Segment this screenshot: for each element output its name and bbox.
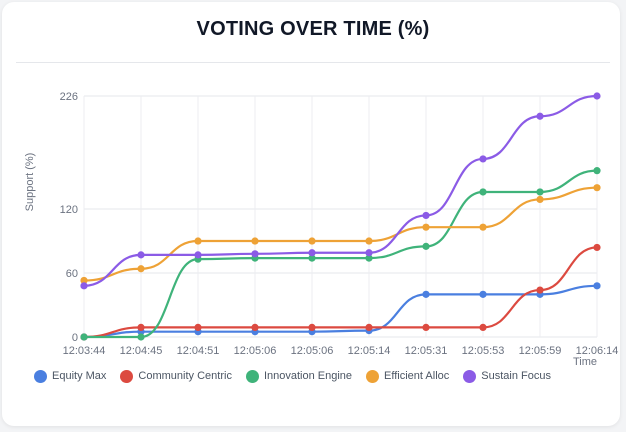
legend-swatch-icon [120,369,134,383]
data-point[interactable] [593,243,601,252]
y-tick-label: 60 [66,268,78,280]
x-tick-label: 12:05:31 [405,345,448,357]
data-point[interactable] [536,286,544,294]
data-point[interactable] [137,265,145,273]
x-tick-label: 12:03:44 [63,345,106,357]
data-point[interactable] [593,167,601,175]
y-tick-label: 226 [60,91,78,103]
data-point[interactable] [365,249,373,257]
x-tick-label: 12:05:06 [291,345,334,357]
series-line [82,94,599,287]
data-point[interactable] [137,333,145,341]
legend-label: Efficient Alloc [384,370,450,382]
data-point[interactable] [80,333,88,341]
chart-legend: Equity Max Community Centric Innovation En… [34,366,551,386]
legend-label: Innovation Engine [263,370,353,382]
title-divider [16,62,610,63]
data-point[interactable] [194,237,202,245]
data-point[interactable] [194,323,202,332]
x-tick-label: 12:04:45 [120,345,163,357]
legend-label: Sustain Focus [481,370,551,382]
series-innovation-engine [80,167,601,341]
data-point[interactable] [365,237,373,245]
y-tick-labels: 0 60 120 226 [60,91,78,344]
data-point[interactable] [593,92,601,100]
legend-swatch-icon [34,369,47,383]
data-point[interactable] [479,223,487,231]
data-point[interactable] [80,282,88,290]
data-point[interactable] [593,282,601,290]
data-point[interactable] [308,323,316,332]
legend-item[interactable]: Community Centric [120,369,232,383]
x-tick-label: 12:05:14 [348,345,391,357]
legend-swatch-icon [463,369,477,383]
chart-card [2,2,620,426]
series-line [82,169,599,339]
data-point[interactable] [422,223,430,231]
data-point[interactable] [365,254,373,262]
data-point[interactable] [536,188,544,196]
data-point[interactable] [194,251,202,259]
x-tick-label: 12:05:53 [462,345,505,357]
data-point[interactable] [422,290,430,298]
data-point[interactable] [251,323,259,332]
legend-swatch-icon [366,369,380,383]
series-sustain-focus [80,92,601,290]
series-lines [80,92,601,341]
x-tick-label: 12:04:51 [177,345,220,357]
data-point[interactable] [308,249,316,257]
x-tick-labels: 12:03:44 12:04:45 12:04:51 12:05:06 12:05:06… [63,345,619,357]
data-point[interactable] [536,195,544,204]
data-point[interactable] [536,112,544,120]
series-equity-max [80,282,601,341]
legend-item[interactable]: Efficient Alloc [366,369,450,383]
chart-title: VOTING OVER TIME (%) [196,18,430,40]
series-line [82,246,599,339]
legend-item[interactable]: Equity Max [34,369,107,383]
y-tick-label: 120 [60,204,78,216]
x-tick-label: 12:05:59 [519,345,562,357]
data-point[interactable] [80,276,88,285]
data-point[interactable] [479,188,487,196]
data-point[interactable] [422,323,430,332]
y-axis-label: Support (%) [24,153,36,212]
data-point[interactable] [479,155,487,163]
x-tick-label: 12:05:06 [234,345,277,357]
data-point[interactable] [593,184,601,192]
series-efficient-alloc [80,184,601,285]
series-line [82,186,599,282]
legend-item[interactable]: Innovation Engine [245,369,353,383]
data-point[interactable] [308,254,316,262]
x-axis-label: Time [573,356,597,368]
data-point[interactable] [479,290,487,298]
x-tick-label: 12:06:14 [576,345,619,357]
data-point[interactable] [479,323,487,332]
legend-item[interactable]: Sustain Focus [463,369,551,383]
data-point[interactable] [365,323,373,332]
data-point[interactable] [251,237,259,245]
legend-label: Community Centric [138,370,232,382]
data-point[interactable] [308,237,316,245]
data-point[interactable] [251,250,259,258]
legend-label: Equity Max [52,370,107,382]
series-line [82,284,599,339]
data-point[interactable] [422,242,430,250]
grid-lines [83,95,598,338]
data-point[interactable] [137,251,145,259]
legend-swatch-icon [245,369,259,383]
data-point[interactable] [422,211,430,220]
y-tick-label: 0 [72,332,78,344]
data-point[interactable] [137,323,145,332]
